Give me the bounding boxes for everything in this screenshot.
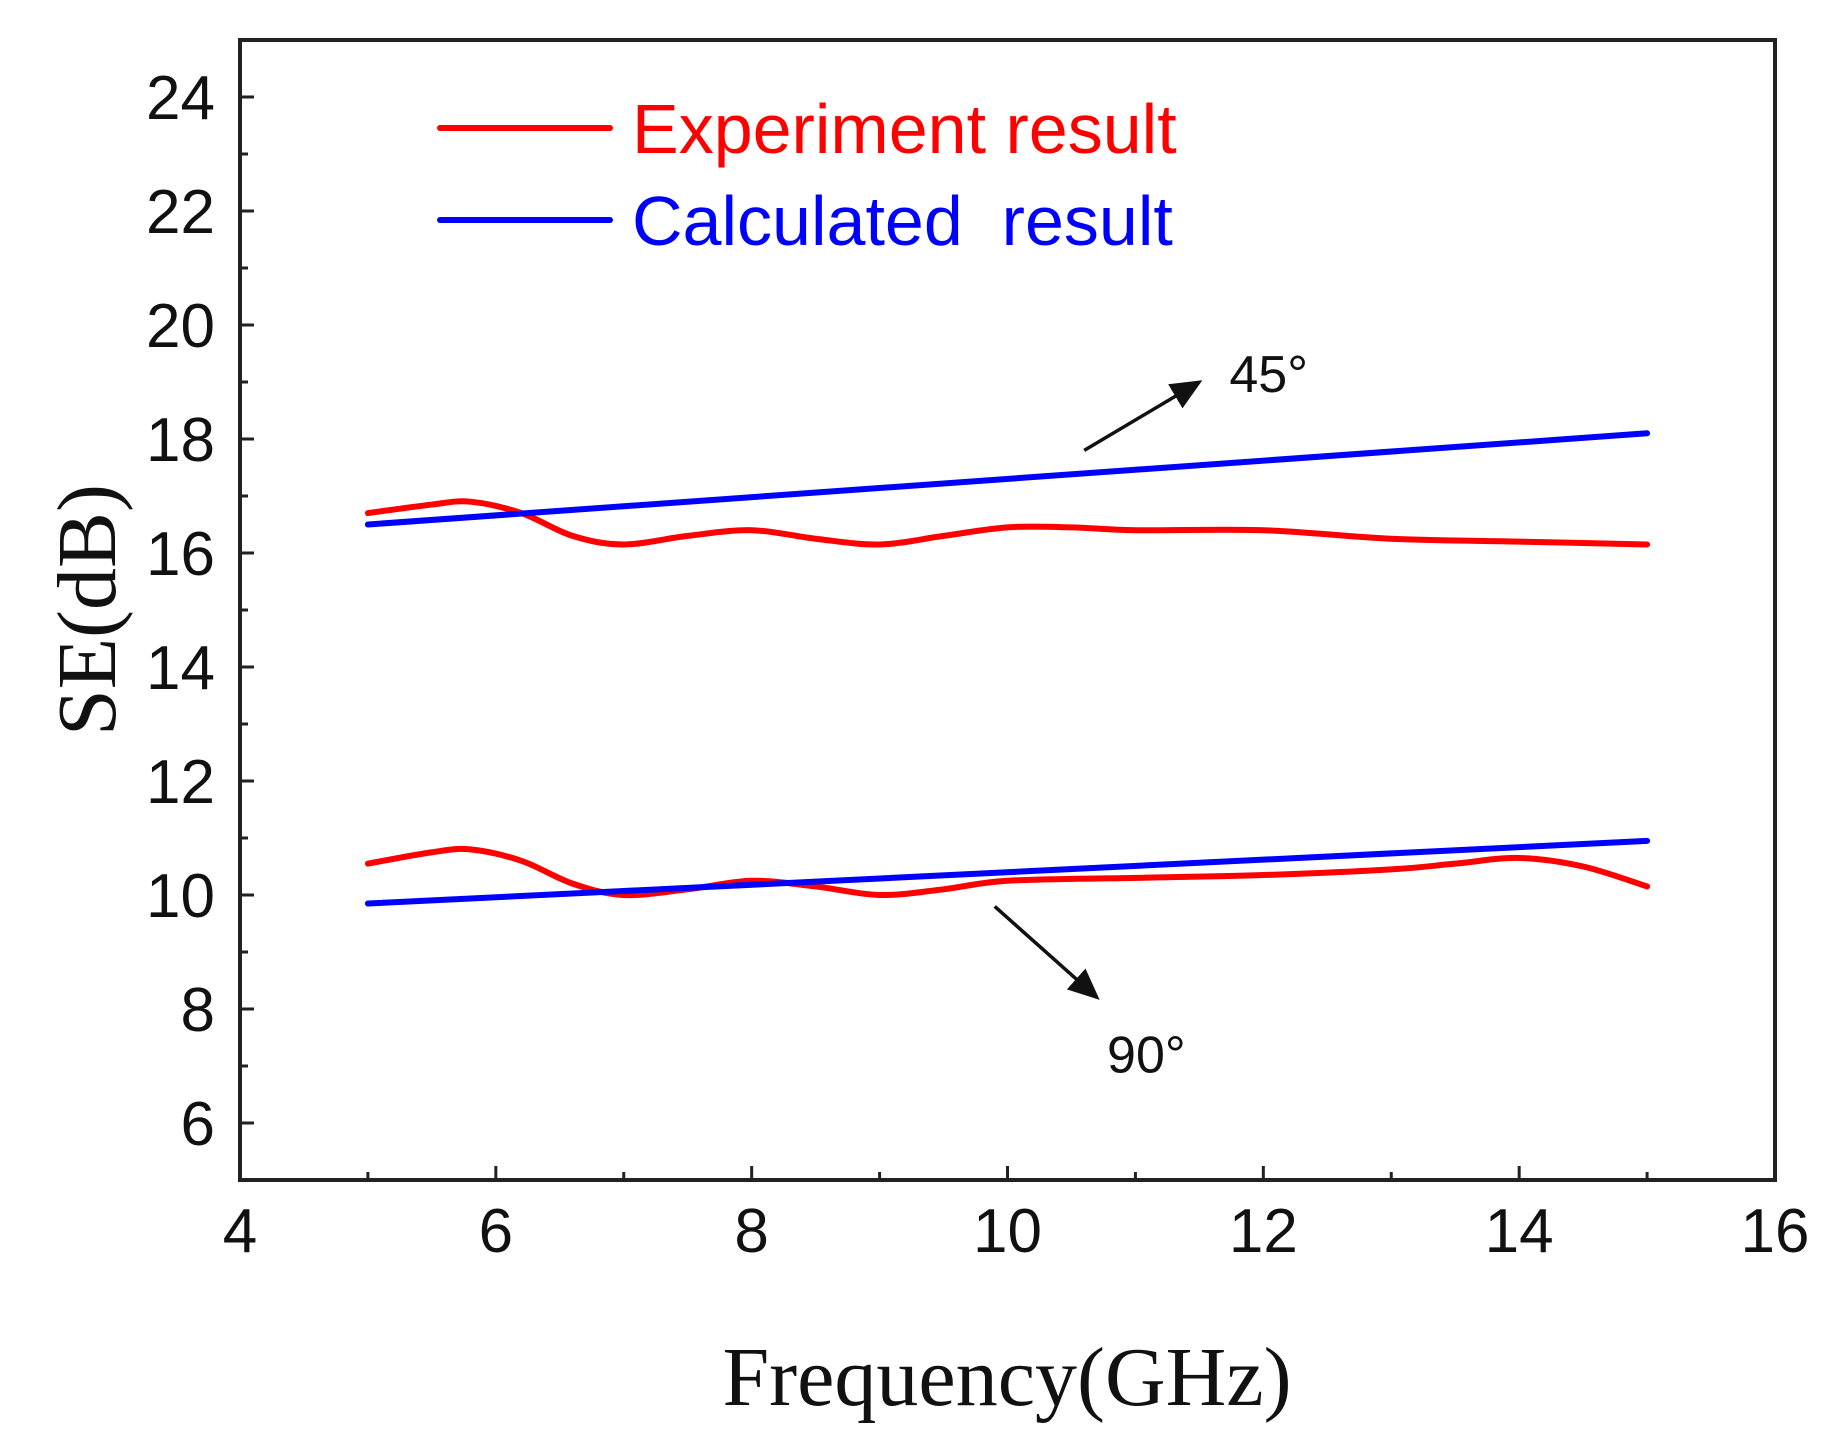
y-tick-label: 6 — [181, 1090, 215, 1159]
x-axis-title: Frequency(GHz) — [722, 1331, 1291, 1424]
legend-calculated-label: Calculated result — [632, 182, 1173, 260]
y-tick-label: 10 — [146, 862, 215, 931]
x-tick-label: 16 — [1741, 1197, 1810, 1266]
x-tick-label: 6 — [479, 1197, 513, 1266]
y-tick-label: 8 — [181, 976, 215, 1045]
y-tick-label: 18 — [146, 406, 215, 475]
experiment-series-45deg-line — [364, 498, 1651, 548]
experiment-series-90deg-line — [364, 845, 1651, 899]
calculated-series-45deg-line — [364, 430, 1651, 528]
y-axis-ticks: 6 8 10 12 14 16 18 20 22 24 — [146, 38, 254, 1182]
annotations: 45° 90° — [993, 346, 1308, 1085]
annotation-45deg-label: 45° — [1229, 346, 1308, 404]
y-axis-title: SE(dB) — [41, 484, 134, 736]
x-axis-ticks: 4 6 8 10 12 14 16 — [223, 1166, 1810, 1266]
x-tick-label: 4 — [223, 1197, 257, 1266]
x-tick-label: 14 — [1485, 1197, 1554, 1266]
annotation-45deg-arrow — [1083, 380, 1203, 452]
series-lines — [364, 430, 1651, 907]
x-tick-label: 8 — [734, 1197, 768, 1266]
legend-experiment-label: Experiment result — [632, 90, 1177, 168]
x-tick-label: 12 — [1229, 1197, 1298, 1266]
y-tick-label: 12 — [146, 748, 215, 817]
annotation-90deg-arrow — [993, 905, 1100, 1000]
y-tick-label: 16 — [146, 520, 215, 589]
annotation-90deg-label: 90° — [1107, 1027, 1186, 1085]
y-tick-label: 22 — [146, 178, 215, 247]
calculated-series-90deg-line — [364, 837, 1651, 907]
x-tick-label: 10 — [973, 1197, 1042, 1266]
legend: Experiment result Calculated result — [437, 90, 1177, 260]
y-tick-label: 24 — [146, 64, 215, 133]
y-tick-label: 20 — [146, 292, 215, 361]
y-tick-label: 14 — [146, 634, 215, 703]
